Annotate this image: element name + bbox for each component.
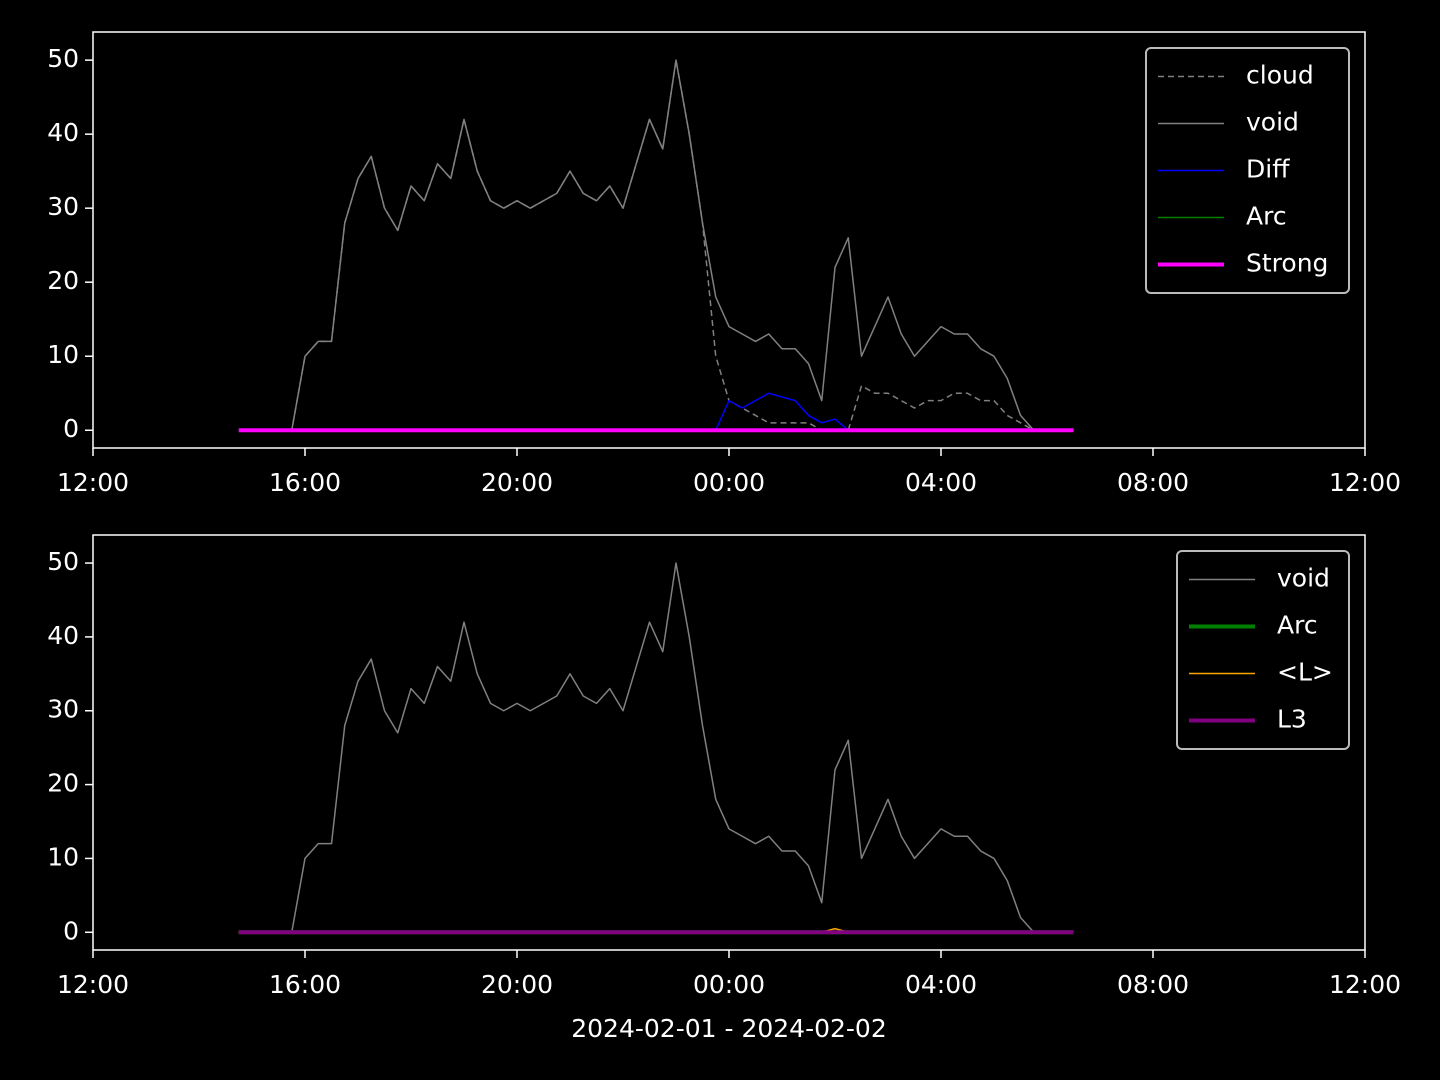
x-tick-label: 08:00 [1117,468,1189,497]
y-tick-label: 0 [63,916,79,945]
legend-label: Arc [1277,611,1318,640]
legend-label: Diff [1246,155,1290,184]
legend-label: Strong [1246,249,1328,278]
x-tick-label: 00:00 [693,970,765,999]
y-tick-label: 40 [47,621,79,650]
y-tick-label: 50 [47,547,79,576]
y-tick-label: 40 [47,118,79,147]
legend-label: void [1246,108,1299,137]
x-tick-label: 12:00 [57,970,129,999]
legend: void Arc <L> L3 [1176,550,1350,750]
x-tick-label: 20:00 [481,970,553,999]
x-tick-label: 12:00 [57,468,129,497]
y-tick-label: 20 [47,266,79,295]
legend-box [1145,47,1350,294]
x-tick-label: 12:00 [1329,468,1401,497]
x-tick-label: 20:00 [481,468,553,497]
y-tick-label: 30 [47,695,79,724]
y-tick-label: 30 [47,192,79,221]
x-tick-label: 16:00 [269,970,341,999]
y-tick-label: 0 [63,414,79,443]
x-tick-label: 00:00 [693,468,765,497]
x-tick-label: 04:00 [905,970,977,999]
legend-box [1176,550,1350,750]
x-tick-label: 16:00 [269,468,341,497]
legend-label: <L> [1277,658,1333,687]
series-line [238,59,1074,431]
y-tick-label: 50 [47,44,79,73]
axes-frame [92,31,1366,449]
series-line [238,59,1074,431]
legend-label: Arc [1246,202,1287,231]
x-tick-label: 08:00 [1117,970,1189,999]
legend-label: void [1277,564,1330,593]
x-tick-label: 04:00 [905,468,977,497]
legend-label: cloud [1246,61,1314,90]
x-axis-label: 2024-02-01 - 2024-02-02 [571,1014,887,1043]
series-line [238,562,1074,934]
legend-label: L3 [1277,705,1307,734]
series-line [238,392,1074,431]
y-tick-label: 10 [47,340,79,369]
legend: cloud void Diff Arc Strong [1145,47,1350,294]
axes-frame [92,534,1366,951]
y-tick-label: 20 [47,769,79,798]
x-tick-label: 12:00 [1329,970,1401,999]
y-tick-label: 10 [47,842,79,871]
